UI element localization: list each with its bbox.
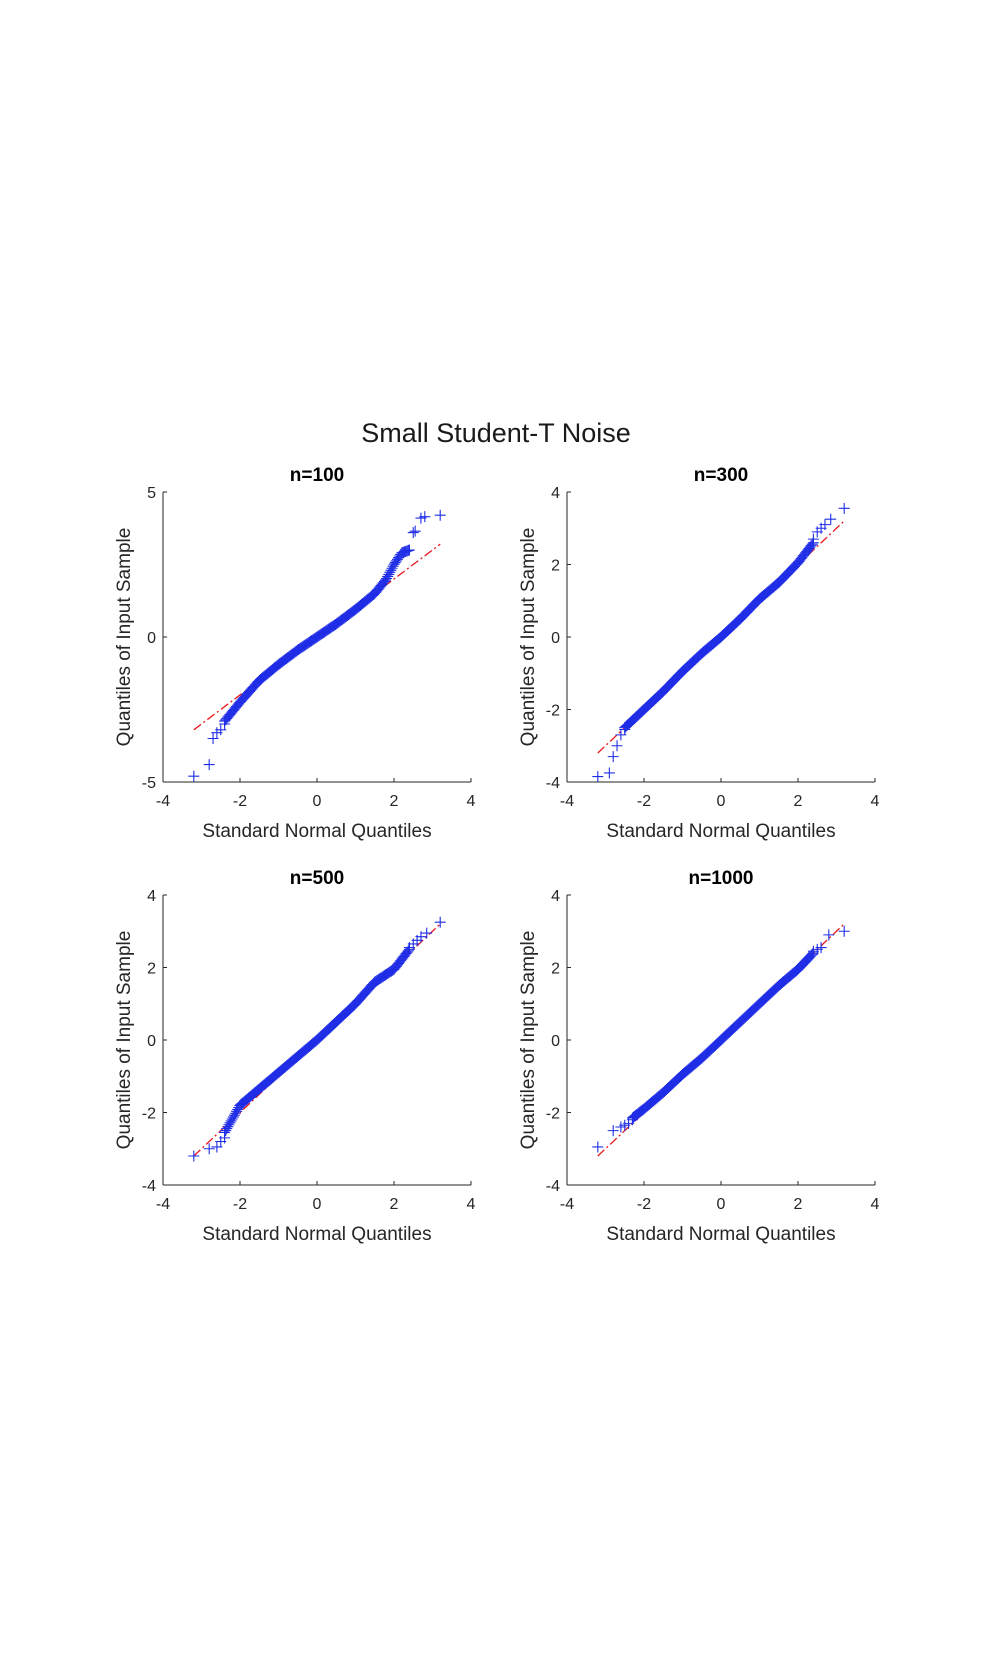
y-tick-label: -2 xyxy=(546,1106,560,1123)
x-tick-label: 4 xyxy=(871,793,880,810)
data-point xyxy=(819,519,831,531)
x-tick-label: 4 xyxy=(467,793,476,810)
x-tick-label: 0 xyxy=(717,793,726,810)
subplot-1: n=100 -4 -2 0 2 4 -5 0 5 Standard Normal Quantile… xyxy=(114,465,476,842)
y-tick-label: 5 xyxy=(147,485,156,502)
data-point xyxy=(421,927,433,939)
y-tick-label: -5 xyxy=(142,775,156,792)
y-tick-label: -4 xyxy=(546,1178,560,1195)
figure-title: Small Student-T Noise xyxy=(361,418,631,448)
x-tick-label: 0 xyxy=(313,793,322,810)
x-tick-label: 2 xyxy=(794,793,803,810)
x-tick-label: 4 xyxy=(467,1196,476,1213)
data-point xyxy=(219,718,231,730)
x-axis-label: Standard Normal Quantiles xyxy=(202,1224,431,1245)
data-point xyxy=(203,759,215,771)
y-tick-label: 0 xyxy=(551,1033,560,1050)
data-point xyxy=(434,509,446,521)
data-point xyxy=(188,770,200,782)
data-point xyxy=(409,525,421,537)
x-tick-label: -4 xyxy=(560,1196,574,1213)
x-tick-label: -2 xyxy=(233,1196,247,1213)
x-tick-label: 4 xyxy=(871,1196,880,1213)
data-point xyxy=(403,544,415,556)
data-point xyxy=(806,538,818,550)
data-point xyxy=(611,740,623,752)
data-point xyxy=(838,502,850,514)
data-point xyxy=(407,527,419,539)
y-axis-label: Quantiles of Input Sample xyxy=(114,528,135,747)
data-point xyxy=(419,511,431,523)
data-point xyxy=(807,533,819,545)
data-point xyxy=(619,723,631,735)
data-point xyxy=(825,513,837,525)
subplot-3: n=500 -4 -2 0 2 4 -4 -2 0 2 4 Standard Normal Quant… xyxy=(114,868,476,1245)
y-tick-label: -2 xyxy=(546,703,560,720)
x-tick-label: -2 xyxy=(637,1196,651,1213)
y-axis-label: Quantiles of Input Sample xyxy=(114,931,135,1150)
subplot-title: n=1000 xyxy=(689,868,754,889)
x-tick-label: 2 xyxy=(794,1196,803,1213)
y-axis-label: Quantiles of Input Sample xyxy=(518,528,539,747)
data-point xyxy=(415,931,427,943)
data-point xyxy=(823,929,835,941)
y-tick-label: -4 xyxy=(142,1178,156,1195)
data-point xyxy=(203,1143,215,1155)
y-tick-label: 4 xyxy=(551,485,560,502)
subplot-title: n=500 xyxy=(290,868,344,889)
x-axis-label: Standard Normal Quantiles xyxy=(606,1224,835,1245)
y-tick-label: 0 xyxy=(147,630,156,647)
data-point xyxy=(434,916,446,928)
x-tick-label: 2 xyxy=(390,1196,399,1213)
subplot-2: n=300 -4 -2 0 2 4 -4 -2 0 2 4 Standard Normal Quant… xyxy=(518,465,880,842)
y-tick-label: 4 xyxy=(147,888,156,905)
data-point xyxy=(626,1114,638,1126)
y-tick-label: 0 xyxy=(551,630,560,647)
subplot-title: n=300 xyxy=(694,465,748,486)
data-point xyxy=(219,1132,231,1144)
y-axis-label: Quantiles of Input Sample xyxy=(518,931,539,1150)
data-point xyxy=(401,946,413,958)
x-tick-label: 0 xyxy=(313,1196,322,1213)
x-tick-label: -4 xyxy=(156,1196,170,1213)
data-point xyxy=(815,942,827,954)
subplot-4: n=1000 -4 -2 0 2 4 -4 -2 0 2 4 Standard Normal Quan… xyxy=(518,868,880,1245)
data-point xyxy=(806,948,818,960)
y-tick-label: 2 xyxy=(551,961,560,978)
data-point xyxy=(592,771,604,783)
x-tick-label: 0 xyxy=(717,1196,726,1213)
subplot-title: n=100 xyxy=(290,465,344,486)
x-tick-label: -4 xyxy=(156,793,170,810)
x-axis-label: Standard Normal Quantiles xyxy=(606,821,835,842)
data-point xyxy=(215,724,227,736)
x-tick-label: -2 xyxy=(637,793,651,810)
x-axis-label: Standard Normal Quantiles xyxy=(202,821,431,842)
data-point xyxy=(603,767,615,779)
y-tick-label: 2 xyxy=(551,558,560,575)
y-tick-label: -4 xyxy=(546,775,560,792)
data-point xyxy=(607,1125,619,1137)
y-tick-label: 2 xyxy=(147,961,156,978)
data-point xyxy=(607,751,619,763)
data-point xyxy=(188,1150,200,1162)
data-point xyxy=(207,733,219,744)
x-tick-label: 2 xyxy=(390,793,399,810)
y-tick-label: 4 xyxy=(551,888,560,905)
data-point xyxy=(805,540,817,552)
y-tick-label: -2 xyxy=(142,1106,156,1123)
data-point xyxy=(838,925,850,937)
subplot-grid: n=100 -4 -2 0 2 4 -5 0 5 Standard Normal Quantile… xyxy=(114,465,880,1245)
x-tick-label: -2 xyxy=(233,793,247,810)
y-tick-label: 0 xyxy=(147,1033,156,1050)
x-tick-label: -4 xyxy=(560,793,574,810)
data-point xyxy=(592,1141,604,1153)
